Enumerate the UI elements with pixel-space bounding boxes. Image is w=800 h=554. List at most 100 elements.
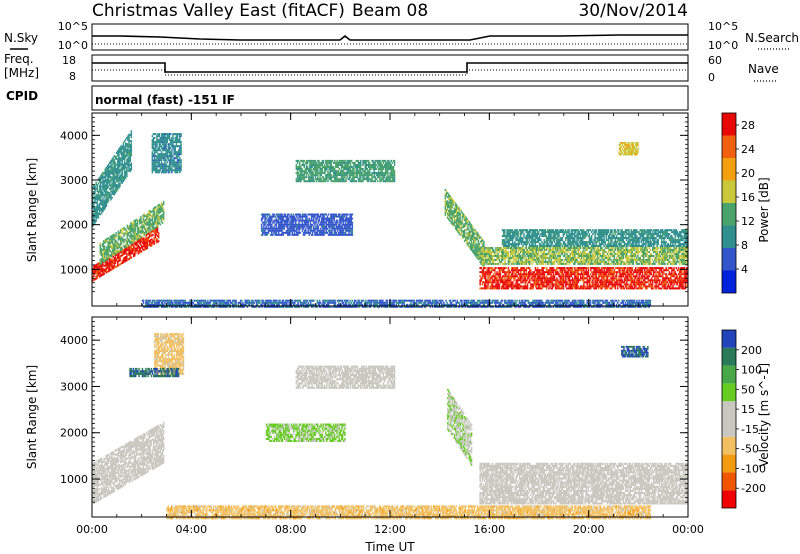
- heatmap-cell: [93, 275, 95, 278]
- heatmap-cell: [156, 171, 158, 174]
- heatmap-cell: [104, 184, 106, 187]
- heatmap-cell: [122, 231, 124, 234]
- heatmap-cell: [151, 218, 154, 221]
- heatmap-cell: [175, 171, 178, 174]
- heatmap-cell: [165, 167, 167, 170]
- heatmap-cell: [99, 250, 101, 253]
- heatmap-cell: [128, 239, 131, 242]
- heatmap-cell: [392, 166, 395, 168]
- heatmap-cell: [132, 225, 134, 227]
- heatmap-cell: [334, 180, 336, 183]
- heatmap-cell: [330, 174, 333, 177]
- heatmap-cell: [111, 260, 113, 263]
- heatmap-cell: [109, 165, 111, 168]
- heatmap-cell: [148, 220, 150, 223]
- heatmap-cell: [96, 206, 98, 209]
- heatmap-cell: [128, 159, 130, 162]
- heatmap-cell: [322, 159, 325, 162]
- heatmap-cell: [311, 161, 313, 164]
- heatmap-cell: [175, 145, 178, 148]
- heatmap-cell: [301, 168, 303, 170]
- cpid-text: normal (fast) -151 IF: [95, 93, 235, 107]
- heatmap-cell: [160, 153, 163, 156]
- heatmap-cell: [96, 186, 98, 189]
- heatmap-cell: [111, 248, 114, 251]
- heatmap-cell: [99, 242, 101, 245]
- heatmap-cell: [323, 178, 326, 181]
- heatmap-cell: [106, 195, 109, 198]
- heatmap-cell: [98, 198, 101, 201]
- heatmap-cell: [109, 188, 111, 190]
- heatmap-cell: [110, 178, 112, 181]
- heatmap-cell: [107, 257, 109, 260]
- heatmap-cell: [311, 170, 313, 173]
- heatmap-cell: [171, 161, 173, 164]
- heatmap-cell: [111, 186, 113, 189]
- heatmap-cell: [635, 285, 637, 288]
- heatmap-cell: [150, 243, 152, 245]
- heatmap-cell: [297, 180, 300, 183]
- heatmap-cell: [319, 176, 321, 179]
- heatmap-cell: [155, 163, 157, 166]
- heatmap-cell: [114, 251, 116, 254]
- heatmap-cell: [93, 207, 95, 210]
- heatmap-cell: [128, 157, 130, 160]
- heatmap-cell: [133, 220, 135, 223]
- heatmap-cell: [152, 139, 155, 142]
- heatmap-cell: [165, 133, 167, 136]
- heatmap-cell: [105, 172, 108, 175]
- heatmap-cell: [577, 275, 579, 278]
- heatmap-cell: [102, 254, 105, 257]
- heatmap-cell: [167, 159, 170, 162]
- heatmap-cell: [150, 229, 152, 232]
- heatmap-cell: [552, 285, 555, 288]
- heatmap-cell: [134, 254, 136, 257]
- heatmap-cell: [103, 202, 105, 205]
- heatmap-cell: [94, 195, 96, 198]
- heatmap-cell: [109, 171, 111, 174]
- heatmap-cell: [155, 239, 158, 242]
- heatmap-cell: [173, 165, 175, 168]
- heatmap-cell: [579, 275, 582, 278]
- heatmap-cell: [154, 236, 156, 239]
- heatmap-cell: [143, 225, 146, 228]
- heatmap-cell: [99, 183, 102, 186]
- heatmap-cell: [311, 233, 314, 236]
- heatmap-cell: [119, 156, 121, 159]
- heatmap-cell: [128, 229, 131, 232]
- heatmap-cell: [167, 145, 170, 148]
- heatmap-cell: [289, 231, 291, 234]
- heatmap-cell: [147, 223, 149, 226]
- heatmap-cell: [113, 264, 116, 267]
- heatmap-cell: [122, 237, 124, 240]
- heatmap-cell: [121, 177, 123, 180]
- heatmap-cell: [171, 139, 173, 142]
- heatmap-cell: [166, 165, 168, 168]
- heatmap-cell: [345, 180, 347, 183]
- heatmap-cell: [328, 168, 330, 170]
- heatmap-cell: [330, 180, 333, 183]
- heatmap-cell: [101, 270, 103, 273]
- heatmap-cell: [161, 203, 164, 206]
- heatmap-cell: [146, 247, 148, 249]
- heatmap-cell: [137, 244, 139, 247]
- heatmap-cell: [112, 160, 114, 163]
- heatmap-cell: [144, 240, 146, 243]
- heatmap-cell: [325, 221, 327, 224]
- heatmap-cell: [297, 178, 300, 181]
- heatmap-cell: [631, 267, 634, 270]
- heatmap-cell: [508, 273, 511, 276]
- heatmap-cell: [180, 167, 182, 170]
- heatmap-cell: [451, 206, 453, 209]
- heatmap-cell: [155, 141, 157, 144]
- heatmap-cell: [115, 176, 118, 178]
- heatmap-cell: [155, 147, 157, 150]
- heatmap-cell: [176, 169, 179, 172]
- heatmap-cell: [323, 233, 325, 236]
- heatmap-cell: [146, 237, 148, 240]
- heatmap-cell: [132, 243, 135, 246]
- heatmap-cell: [336, 176, 338, 179]
- heatmap-cell: [142, 239, 144, 242]
- heatmap-cell: [162, 217, 165, 220]
- heatmap-cell: [110, 168, 112, 171]
